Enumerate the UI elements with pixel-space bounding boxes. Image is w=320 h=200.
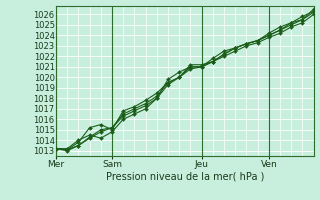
X-axis label: Pression niveau de la mer( hPa ): Pression niveau de la mer( hPa ) [106,172,264,182]
